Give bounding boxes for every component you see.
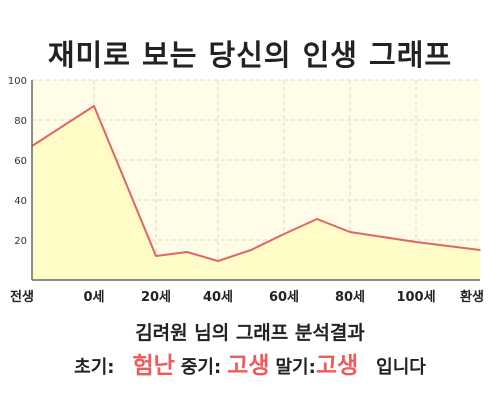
x-tick-label: 80세	[335, 290, 365, 305]
series-area	[32, 106, 480, 280]
y-tick-label: 60	[14, 156, 27, 167]
data-point	[217, 260, 219, 262]
x-tick-label: 전생	[10, 289, 34, 305]
y-tick-label: 20	[14, 236, 27, 247]
x-tick-label: 60세	[269, 290, 299, 305]
data-point	[349, 231, 351, 233]
middle-value: 고생	[227, 353, 270, 379]
middle-label: 중기:	[180, 357, 222, 378]
data-point	[316, 218, 318, 220]
life-graph-chart: 100 80 60 40 20 전생 0세 20세 40세 60세 80세 100세 환생	[8, 76, 484, 305]
data-point	[155, 255, 157, 257]
result-suffix: 입니다	[376, 357, 426, 378]
x-tick-label: 100세	[396, 290, 435, 305]
x-tick-label: 0세	[83, 290, 104, 305]
x-tick-label: 20세	[141, 290, 171, 305]
data-point	[250, 249, 252, 251]
data-point	[479, 249, 481, 251]
x-tick-labels: 전생 0세 20세 40세 60세 80세 100세 환생	[10, 289, 484, 305]
y-tick-labels: 100 80 60 40 20	[8, 76, 27, 247]
data-point	[415, 241, 417, 243]
data-point	[93, 105, 95, 107]
y-tick-label: 40	[14, 196, 27, 207]
y-tick-label: 100	[8, 76, 27, 87]
x-tick-label: 환생	[460, 289, 484, 305]
analysis-result: 초기: 험난 중기: 고생 말기:고생 입니다	[0, 346, 500, 380]
page-title: 재미로 보는 당신의 인생 그래프	[47, 38, 453, 72]
y-tick-label: 80	[14, 116, 27, 127]
early-label: 초기:	[74, 357, 115, 378]
late-label: 말기:	[275, 357, 316, 378]
axes	[31, 80, 480, 281]
analysis-summary: 김려원 님의 그래프 분석결과	[135, 322, 365, 344]
late-value: 고생	[315, 353, 359, 379]
data-point	[186, 251, 188, 253]
area-fill	[32, 106, 480, 280]
data-point	[283, 233, 285, 235]
early-value: 험난	[132, 353, 175, 379]
x-tick-label: 40세	[203, 290, 233, 305]
